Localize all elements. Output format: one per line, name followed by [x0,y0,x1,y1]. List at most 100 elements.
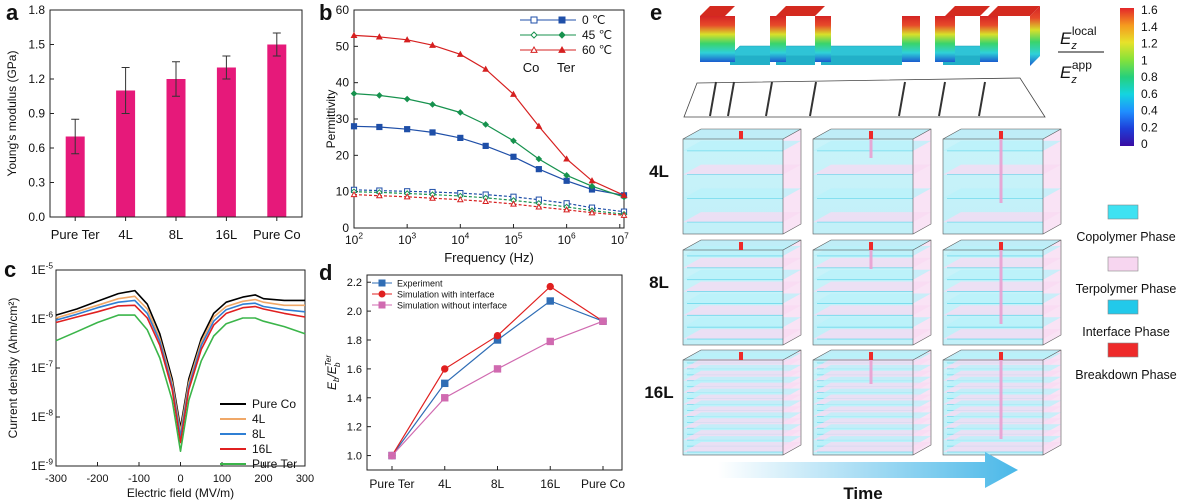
cube-edge [942,359,1044,456]
y-tick-label: 1.8 [28,3,45,17]
time-label: Time [843,484,882,502]
phase-layer [813,188,931,199]
cube-side [783,129,801,234]
simulation-cube [682,239,802,346]
y-tick-label: 1E-7 [31,359,53,375]
cube-side [1043,129,1061,234]
legend-marker [530,31,538,39]
series-line [353,34,625,196]
row-label: 16L [644,383,673,402]
panel-letter-e: e [650,0,662,25]
cube-edge [912,128,932,140]
high-plateau [776,6,825,16]
breakdown-path [999,354,1003,439]
x-tick-label: -300 [45,473,67,485]
y-tick-label: 1.2 [347,422,362,434]
x-tick-label: 300 [296,473,314,485]
simulation-cube [812,349,932,456]
series-line [391,300,604,456]
series-line [55,299,306,438]
data-point [482,142,489,149]
data-point [375,33,383,40]
cube-edge [782,349,802,361]
cube-edge [682,249,784,346]
data-point [441,379,449,388]
high-plateau [945,6,990,16]
colorbar-label-denominator: Ezapp [1060,58,1092,86]
legend-label: 60 ℃ [582,43,612,57]
data-point [535,122,543,129]
data-point [456,50,464,57]
data-point [588,209,596,216]
low-plateau-face [730,56,770,65]
data-point [563,155,571,162]
phase-legend: Copolymer Phase Terpolymer Phase Interface… [1075,204,1177,382]
phase-layer [943,329,1061,340]
breakdown-profile [700,6,1040,66]
data-point [404,126,411,133]
x-tick-label: 103 [398,231,416,247]
legend-swatch [1107,204,1139,220]
cube-edge [682,359,784,456]
low-plateau-face [821,56,902,65]
x-tick-label: 106 [558,231,576,247]
phase-layer [813,281,931,292]
field-wall [902,16,920,62]
simulation-cube [812,128,932,235]
phase-layer [813,329,931,340]
phase-layer [683,281,801,292]
data-point [563,177,570,184]
legend-label: 8L [252,427,266,441]
legend-label: Simulation without interface [397,301,507,311]
cube-edge [782,239,802,251]
x-tick-label: 102 [345,231,363,247]
colorbar-tick-label: 0.8 [1141,70,1158,84]
data-point [429,129,436,136]
simulation-cube [942,128,1062,235]
data-point [441,365,449,373]
legend-swatch [1107,299,1139,315]
data-point [388,451,396,460]
strip-divider [765,81,773,117]
data-point [457,109,464,116]
legend-marker [558,31,566,39]
field-wall [1030,6,1040,66]
phase-layer [943,442,1061,453]
legend-swatch [1107,256,1139,272]
cube-edge [682,138,784,235]
data-point [493,365,502,373]
legend-label: Copolymer Phase [1076,230,1175,244]
data-point [510,153,517,160]
y-tick-label: 0.0 [28,210,45,224]
bar [116,90,136,217]
bar [216,67,236,217]
cube-edge [812,249,914,346]
data-point [429,101,436,108]
data-point [429,194,436,201]
panel-e: 0 0.2 0.4 0.6 0.8 1 1.2 1.4 1.6 Ezlocal Ezapp 4L 8L 1… [644,3,1176,502]
high-plateau [700,6,735,16]
legend-label: Terpolymer Phase [1076,282,1177,296]
colorbar-tick-label: 1.4 [1141,20,1158,34]
layer-strip [683,77,1046,118]
data-point [546,297,554,305]
y-tick-label: 0.6 [28,141,45,155]
strip-divider [978,81,986,117]
data-point [588,177,596,184]
y-tick-label: 1E-8 [31,408,53,424]
phase-layer [683,442,801,453]
y-tick-label: 30 [336,112,350,126]
y-axis-label: Permittivity [324,90,338,149]
y-tick-label: 1E-5 [31,261,53,277]
data-point [535,166,542,173]
y-axis-label: Current density (Ahm/cm²) [6,298,20,439]
y-tick-label: 1.6 [347,364,362,376]
x-tick-label: -200 [86,473,108,485]
breakdown-tip [739,352,743,360]
breakdown-path [869,244,873,269]
data-point [456,196,464,203]
strip-divider [727,81,735,117]
phase-layer [683,212,801,223]
